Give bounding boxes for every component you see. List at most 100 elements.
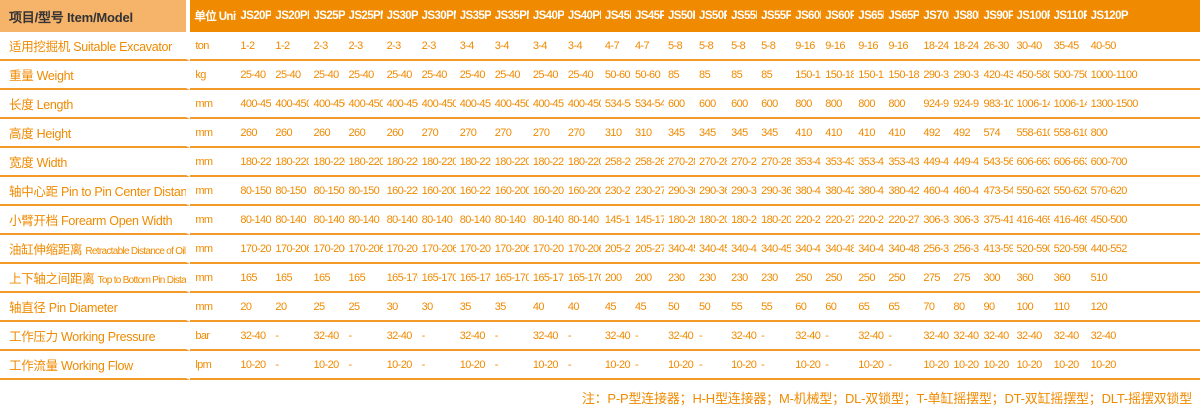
value-cell: 270	[455, 119, 491, 148]
value-cell: 3-4	[528, 32, 564, 61]
model-header: JS25P	[309, 0, 345, 32]
footnote: 注：P-P型连接器；H-H型连接器；M-机械型；DL-双锁型；T-单缸摇摆型；D…	[581, 391, 1192, 406]
value-cell: 473-540	[979, 177, 1013, 206]
value-cell: 440-552	[1086, 235, 1200, 264]
value-cell: 80	[949, 293, 980, 322]
value-cell: 32-40	[600, 322, 631, 351]
value-cell: 85	[695, 61, 728, 90]
value-cell: 375-411	[979, 206, 1013, 235]
value-cell: 80-140	[417, 206, 456, 235]
value-cell: 170-206	[382, 235, 418, 264]
value-cell: 25-40	[271, 61, 310, 90]
value-cell: 510	[1086, 264, 1200, 293]
value-cell: 160-220	[382, 177, 418, 206]
value-cell: 220-275	[854, 206, 885, 235]
value-cell: 306-340	[949, 206, 980, 235]
value-cell: 260	[309, 119, 345, 148]
value-cell: 165-170	[563, 264, 601, 293]
value-cell: 230	[757, 264, 792, 293]
value-cell: 558-610	[1012, 119, 1050, 148]
value-cell: 80-140	[563, 206, 601, 235]
value-cell: 100	[1012, 293, 1050, 322]
value-cell: 10-20	[919, 351, 950, 380]
value-cell: 20	[271, 293, 310, 322]
value-cell: 5-8	[664, 32, 696, 61]
value-cell: 500-750	[1049, 61, 1087, 90]
value-cell: -	[271, 322, 310, 351]
row-label: 适用挖掘机 Suitable Excavator	[0, 32, 191, 61]
value-cell: 345	[664, 119, 696, 148]
value-cell: 200	[600, 264, 631, 293]
value-cell: 160-200	[528, 177, 564, 206]
value-cell: 10-20	[309, 351, 345, 380]
value-cell: 2-3	[417, 32, 456, 61]
value-cell: -	[757, 351, 792, 380]
value-cell: 2-3	[344, 32, 383, 61]
value-cell: 30	[382, 293, 418, 322]
value-cell: -	[884, 322, 920, 351]
value-cell: 180-220	[455, 148, 491, 177]
value-cell: 65	[854, 293, 885, 322]
value-cell: 25-40	[455, 61, 491, 90]
row-label-en: Working Pressure	[61, 330, 156, 344]
model-header: JS65PM	[884, 0, 920, 32]
value-cell: 35-45	[1049, 32, 1087, 61]
value-cell: 420-430	[979, 61, 1013, 90]
value-cell: 60	[791, 293, 822, 322]
value-cell: 270	[563, 119, 601, 148]
value-cell: 416-469	[1049, 206, 1087, 235]
value-cell: 70	[919, 293, 950, 322]
model-header: JS60P	[791, 0, 822, 32]
model-header: JS45P	[600, 0, 631, 32]
row-label: 工作压力 Working Pressure	[0, 322, 191, 351]
value-cell: 25-40	[563, 61, 601, 90]
value-cell: 1-2	[271, 32, 310, 61]
value-cell: 180-200	[695, 206, 728, 235]
row-label-en: Width	[36, 156, 68, 170]
value-cell: 230	[695, 264, 728, 293]
row-label-zh: 宽度	[9, 156, 34, 170]
value-cell: 20	[236, 293, 272, 322]
value-cell: 570-620	[1086, 177, 1200, 206]
model-header: JS90P	[979, 0, 1013, 32]
unit-cell: kg	[190, 61, 237, 90]
model-header: JS55PM	[757, 0, 792, 32]
value-cell: 9-16	[821, 32, 855, 61]
value-cell: -	[563, 322, 601, 351]
table-row: 工作流量 Working Flow lpm 10-20-10-20-10-20-10…	[0, 351, 1200, 380]
value-cell: 345	[757, 119, 792, 148]
value-cell: 400-450	[382, 90, 418, 119]
value-cell: 150-180	[821, 61, 855, 90]
row-label: 轴中心距 Pin to Pin Center Distance	[0, 177, 191, 206]
value-cell: 80-140	[309, 206, 345, 235]
value-cell: 340-450	[695, 235, 728, 264]
value-cell: 400-450	[528, 90, 564, 119]
value-cell: 270	[490, 119, 529, 148]
value-cell: 258-263	[630, 148, 664, 177]
value-cell: 180-220	[563, 148, 601, 177]
table-row: 工作压力 Working Pressure bar 32-40-32-40-32-4…	[0, 322, 1200, 351]
value-cell: 353-436	[791, 148, 822, 177]
value-cell: 300	[979, 264, 1013, 293]
model-header: JS120P	[1086, 0, 1200, 32]
value-cell: 345	[727, 119, 758, 148]
value-cell: 800	[854, 90, 885, 119]
value-cell: -	[490, 351, 529, 380]
value-cell: -	[630, 322, 664, 351]
unit-cell: mm	[190, 293, 237, 322]
value-cell: 550-620	[1049, 177, 1087, 206]
value-cell: 32-40	[727, 322, 758, 351]
value-cell: 2-3	[382, 32, 418, 61]
value-cell: 574	[979, 119, 1013, 148]
value-cell: 165	[271, 264, 310, 293]
value-cell: -	[271, 351, 310, 380]
model-header: JS40PM	[563, 0, 601, 32]
value-cell: 353-436	[884, 148, 920, 177]
value-cell: 270	[528, 119, 564, 148]
table-row: 轴中心距 Pin to Pin Center Distance mm 80-150 8…	[0, 177, 1200, 206]
value-cell: 80-150	[344, 177, 383, 206]
value-cell: 80-140	[344, 206, 383, 235]
value-cell: 413-590	[979, 235, 1013, 264]
value-cell: 220-275	[791, 206, 822, 235]
value-cell: -	[417, 351, 456, 380]
